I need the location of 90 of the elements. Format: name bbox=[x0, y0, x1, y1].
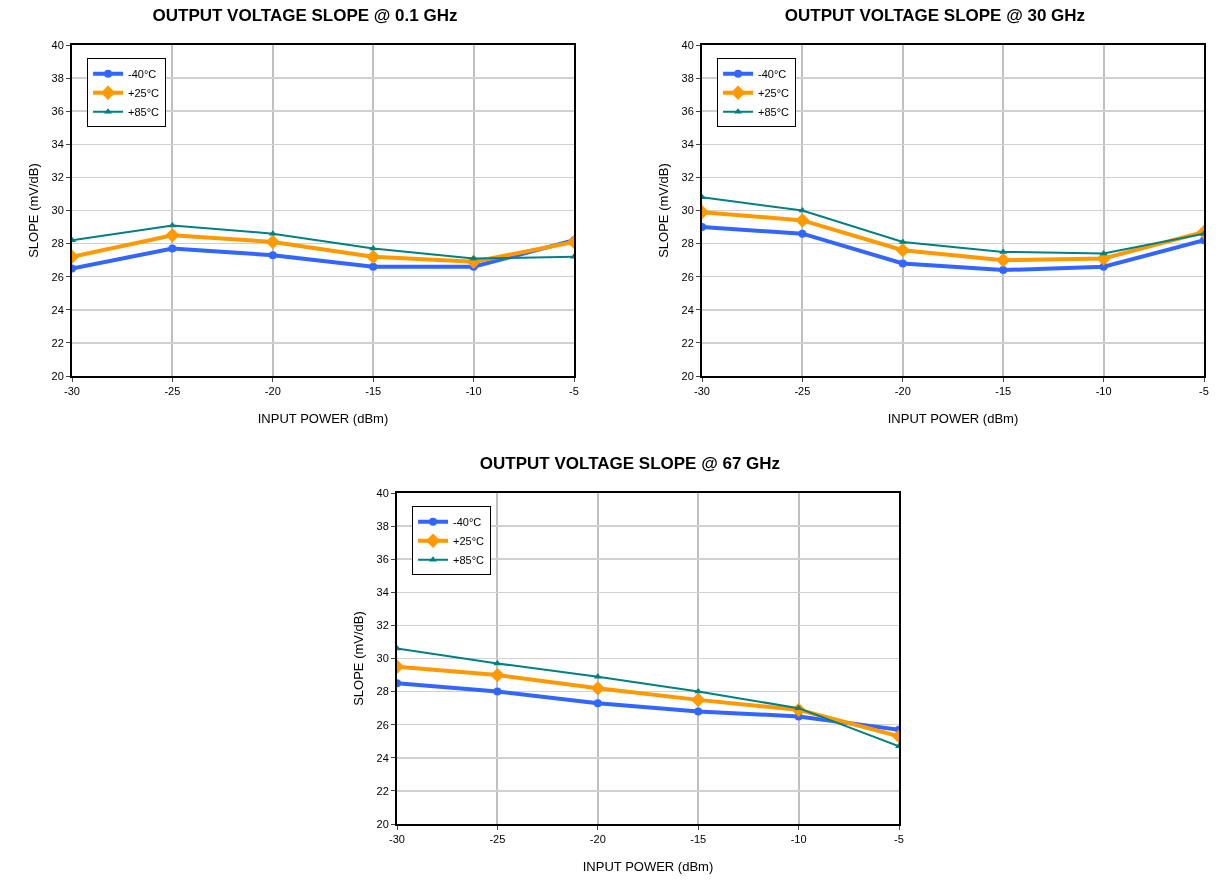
y-tick-label: 24 bbox=[51, 303, 64, 316]
point bbox=[895, 243, 910, 258]
point bbox=[168, 244, 177, 253]
y-tick-label: 28 bbox=[681, 237, 694, 250]
point bbox=[366, 249, 381, 264]
y-tick-label: 30 bbox=[51, 204, 64, 217]
point bbox=[493, 687, 502, 696]
y-tick-label: 34 bbox=[681, 138, 694, 151]
y-tick-label: 40 bbox=[681, 38, 694, 51]
x-tick-label: -20 bbox=[264, 385, 281, 398]
y-tick-label: 22 bbox=[681, 336, 694, 349]
point bbox=[268, 251, 277, 260]
y-axis-title: SLOPE (mV/dB) bbox=[26, 163, 41, 258]
y-tick-label: 24 bbox=[681, 303, 694, 316]
y-tick-label: 36 bbox=[376, 553, 389, 566]
point bbox=[590, 681, 605, 696]
chart-title: OUTPUT VOLTAGE SLOPE @ 67 GHz bbox=[479, 454, 781, 474]
point bbox=[369, 262, 378, 271]
x-tick-label: -30 bbox=[389, 833, 405, 846]
y-tick-label: 40 bbox=[376, 486, 389, 499]
legend-label: +25°C bbox=[453, 535, 485, 548]
legend-label: -40°C bbox=[128, 68, 157, 81]
y-tick-label: 38 bbox=[681, 71, 694, 84]
point bbox=[168, 221, 177, 228]
y-tick-label: 22 bbox=[51, 336, 64, 349]
y-tick-label: 26 bbox=[51, 270, 64, 283]
legend-label: -40°C bbox=[758, 68, 787, 81]
y-axis-title: SLOPE (mV/dB) bbox=[656, 163, 671, 258]
y-tick-label: 22 bbox=[376, 784, 389, 797]
x-axis-title: INPUT POWER (dBm) bbox=[582, 859, 714, 875]
legend-label: -40°C bbox=[453, 516, 482, 529]
x-tick-label: -25 bbox=[164, 385, 181, 398]
y-tick-label: 20 bbox=[376, 817, 389, 830]
point bbox=[691, 692, 706, 708]
x-tick-label: -20 bbox=[589, 833, 606, 846]
point bbox=[898, 259, 907, 268]
point bbox=[996, 253, 1011, 268]
y-tick-label: 38 bbox=[376, 519, 389, 532]
y-tick-label: 20 bbox=[51, 369, 64, 382]
legend-label: +25°C bbox=[758, 87, 790, 100]
x-tick-label: -5 bbox=[894, 833, 904, 846]
y-axis-title: SLOPE (mV/dB) bbox=[351, 611, 366, 706]
x-tick-label: -15 bbox=[995, 385, 1012, 398]
x-tick-label: -15 bbox=[365, 385, 382, 398]
y-tick-label: 30 bbox=[681, 204, 694, 217]
point bbox=[493, 659, 502, 666]
x-tick-label: -30 bbox=[64, 385, 80, 398]
x-tick-label: -10 bbox=[1095, 385, 1112, 398]
y-tick-label: 32 bbox=[376, 619, 389, 632]
point bbox=[798, 229, 807, 238]
x-tick-label: -25 bbox=[489, 833, 506, 846]
y-tick-label: 34 bbox=[51, 138, 64, 151]
y-tick-label: 36 bbox=[681, 105, 694, 118]
y-tick-label: 32 bbox=[51, 171, 64, 184]
y-tick-label: 26 bbox=[681, 270, 694, 283]
x-tick-label: -30 bbox=[694, 385, 710, 398]
y-tick-label: 28 bbox=[51, 237, 64, 250]
chart-title: OUTPUT VOLTAGE SLOPE @ 0.1 GHz bbox=[152, 6, 458, 26]
legend-label: +85°C bbox=[758, 106, 790, 119]
point bbox=[694, 707, 703, 716]
y-tick-label: 30 bbox=[376, 652, 389, 665]
x-axis-title: INPUT POWER (dBm) bbox=[257, 411, 389, 427]
legend-label: +25°C bbox=[128, 87, 160, 100]
y-tick-label: 36 bbox=[51, 105, 64, 118]
x-tick-label: -15 bbox=[690, 833, 707, 846]
x-tick-label: -10 bbox=[790, 833, 807, 846]
x-tick-label: -5 bbox=[569, 385, 579, 398]
y-tick-label: 20 bbox=[681, 369, 694, 382]
y-tick-label: 26 bbox=[376, 718, 389, 731]
y-tick-label: 24 bbox=[376, 751, 389, 764]
y-tick-label: 32 bbox=[681, 171, 694, 184]
chart-title: OUTPUT VOLTAGE SLOPE @ 30 GHz bbox=[784, 6, 1086, 26]
legend-label: +85°C bbox=[128, 106, 160, 119]
point bbox=[593, 699, 602, 708]
point bbox=[165, 228, 180, 243]
point bbox=[490, 667, 505, 683]
point bbox=[999, 266, 1008, 275]
x-tick-label: -25 bbox=[794, 385, 811, 398]
x-tick-label: -20 bbox=[894, 385, 911, 398]
y-tick-label: 34 bbox=[376, 586, 389, 599]
point bbox=[265, 234, 280, 250]
point bbox=[795, 213, 810, 228]
x-tick-label: -10 bbox=[465, 385, 482, 398]
legend-label: +85°C bbox=[453, 554, 485, 567]
x-axis-title: INPUT POWER (dBm) bbox=[887, 411, 1019, 427]
x-tick-label: -5 bbox=[1199, 385, 1209, 398]
line-series bbox=[397, 645, 899, 748]
y-tick-label: 38 bbox=[51, 71, 64, 84]
y-tick-label: 40 bbox=[51, 38, 64, 51]
y-tick-label: 28 bbox=[376, 685, 389, 698]
